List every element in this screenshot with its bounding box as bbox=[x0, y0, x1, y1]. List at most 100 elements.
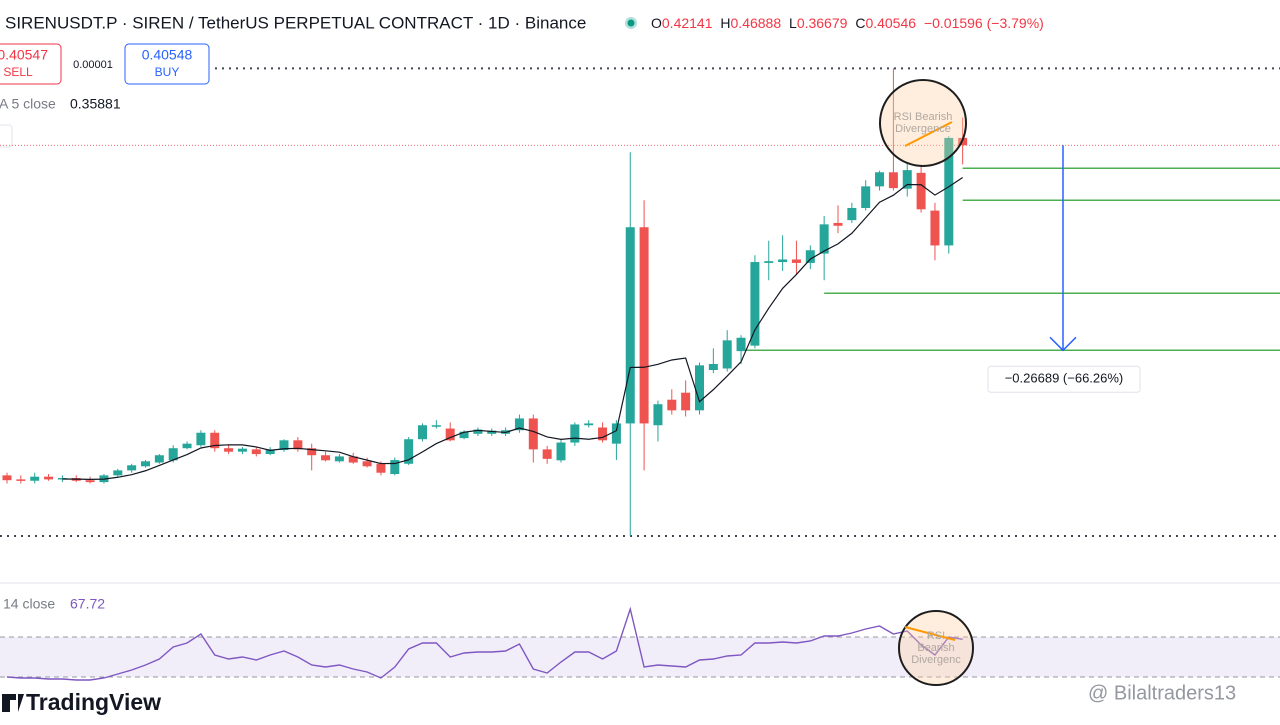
candle-body bbox=[584, 423, 594, 426]
candle-body bbox=[888, 172, 898, 189]
candle-body bbox=[404, 439, 414, 464]
candle-body bbox=[418, 425, 427, 440]
sell-price[interactable]: 0.40547 bbox=[0, 47, 48, 63]
measure-box bbox=[987, 365, 1141, 393]
candle-body bbox=[2, 475, 12, 481]
candle-body bbox=[57, 478, 67, 480]
candle-body bbox=[944, 137, 954, 246]
candle-body bbox=[708, 363, 718, 371]
buy-label[interactable]: BUY bbox=[155, 65, 180, 79]
candle-body bbox=[916, 172, 926, 210]
change-value: −0.01596 (−3.79%) bbox=[924, 15, 1044, 31]
buy-price[interactable]: 0.40548 bbox=[142, 47, 193, 63]
close-value: 0.40546 bbox=[865, 15, 916, 31]
candle-body bbox=[182, 443, 192, 449]
candle-body bbox=[127, 465, 137, 471]
candle-body bbox=[653, 404, 663, 426]
candle-body bbox=[611, 423, 621, 444]
sell-button[interactable]: 0.40547 SELL bbox=[0, 43, 62, 85]
annotation-text: RSI Bearish bbox=[894, 111, 953, 123]
sell-box[interactable] bbox=[0, 43, 62, 85]
candle-body bbox=[265, 449, 275, 455]
candle-body bbox=[376, 463, 386, 473]
candle-body bbox=[722, 340, 732, 369]
candle-body bbox=[30, 476, 40, 481]
logo: TradingView bbox=[26, 689, 161, 715]
candle-body bbox=[570, 424, 580, 443]
candle-body bbox=[930, 210, 940, 246]
candle-body bbox=[390, 460, 400, 475]
rsi-value: 67.72 bbox=[70, 596, 105, 612]
candle-body bbox=[514, 418, 524, 431]
candle-body bbox=[487, 430, 497, 434]
ohlc-key: O bbox=[651, 15, 662, 31]
ohlc-key: H bbox=[720, 15, 730, 31]
candle-body bbox=[861, 186, 871, 208]
candle-body bbox=[251, 449, 261, 455]
candle-body bbox=[334, 456, 344, 462]
candle-body bbox=[833, 222, 843, 226]
candle-body bbox=[556, 442, 566, 461]
divergence-line bbox=[904, 626, 956, 641]
candle-body bbox=[791, 259, 801, 263]
candle-body bbox=[224, 448, 234, 452]
rsi-label: 14 close bbox=[3, 596, 55, 612]
candle-body bbox=[44, 476, 54, 480]
candle-body bbox=[598, 427, 608, 441]
candle-body bbox=[445, 428, 455, 441]
divergence-line bbox=[904, 121, 953, 147]
status-dot-core bbox=[627, 19, 635, 27]
ma-line bbox=[62, 176, 963, 480]
annotation-text: Divergenc bbox=[911, 654, 961, 666]
candle-body bbox=[473, 429, 483, 434]
ohlc-key: C bbox=[855, 15, 865, 31]
logo-icon bbox=[2, 694, 24, 712]
candle-body bbox=[736, 337, 746, 352]
candle-body bbox=[778, 259, 788, 263]
candle-body bbox=[695, 365, 704, 411]
annotation-text: Divergence bbox=[895, 123, 951, 135]
rsi-band bbox=[0, 637, 1280, 677]
candle-body bbox=[293, 440, 303, 450]
high-value: 0.46888 bbox=[731, 15, 782, 31]
buy-box[interactable] bbox=[124, 43, 210, 85]
sell-label[interactable]: SELL bbox=[3, 65, 33, 79]
candle-body bbox=[805, 250, 815, 263]
candle-body bbox=[542, 449, 552, 459]
candle-body bbox=[237, 448, 247, 452]
candle-body bbox=[875, 172, 885, 187]
collapse-button[interactable] bbox=[0, 124, 13, 148]
candle-body bbox=[307, 448, 317, 456]
candle-body bbox=[321, 455, 331, 461]
candle-body bbox=[750, 262, 760, 346]
candle-body bbox=[196, 432, 206, 446]
credit: @ Bilaltraders13 bbox=[1088, 682, 1236, 704]
ohlc-legend: O0.42141 H0.46888 L0.36679 C0.40546 −0.0… bbox=[651, 15, 1044, 31]
buy-button[interactable]: 0.40548 BUY bbox=[124, 43, 210, 85]
spread: 0.00001 bbox=[73, 59, 113, 71]
candle-body bbox=[154, 455, 164, 463]
candle-body bbox=[819, 224, 829, 254]
candle-body bbox=[210, 432, 220, 449]
symbol-title: SIRENUSDT.P · SIREN / TetherUS PERPETUAL… bbox=[5, 13, 586, 32]
ohlc-key: L bbox=[789, 15, 797, 31]
open-value: 0.42141 bbox=[662, 15, 713, 31]
candle-body bbox=[681, 392, 691, 411]
candle-body bbox=[764, 261, 774, 263]
candle-body bbox=[85, 480, 95, 483]
measure-label: −0.26689 (−66.26%) bbox=[1005, 371, 1124, 386]
candle-body bbox=[528, 418, 538, 450]
low-value: 0.36679 bbox=[797, 15, 848, 31]
candle-body bbox=[16, 479, 26, 481]
ma-label: A 5 close bbox=[0, 96, 56, 112]
candle-body bbox=[279, 440, 289, 451]
ma-value: 0.35881 bbox=[70, 96, 121, 112]
candle-body bbox=[902, 170, 912, 189]
candle-body bbox=[113, 470, 123, 476]
candle-body bbox=[639, 227, 649, 424]
measure-arrowhead bbox=[1049, 336, 1077, 352]
annotation-circle bbox=[879, 79, 967, 167]
candle-body bbox=[168, 448, 178, 461]
